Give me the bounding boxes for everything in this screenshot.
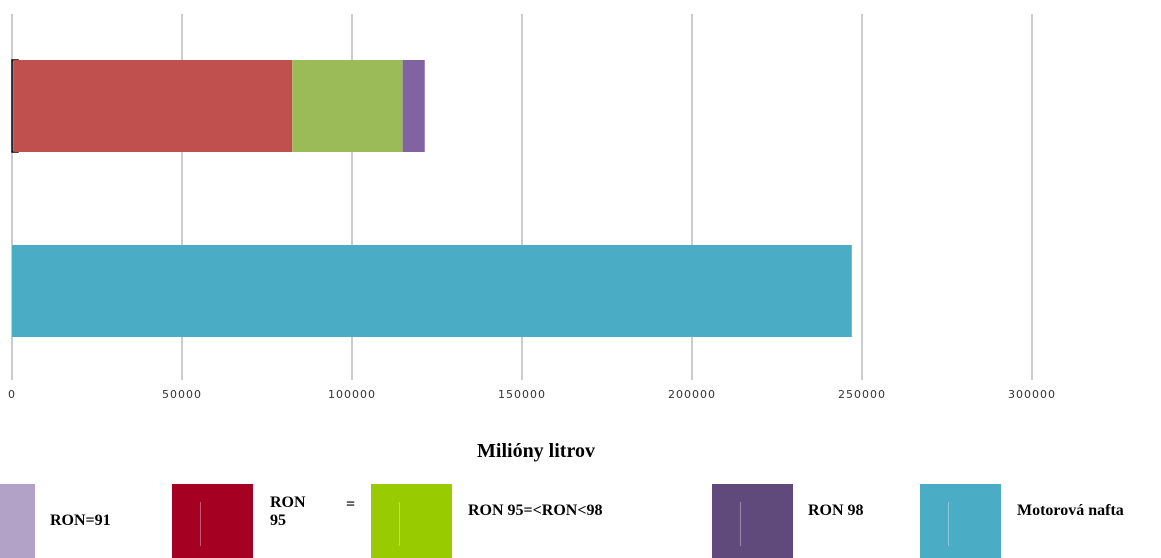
legend-label-ron95-line2: 95 [270, 512, 286, 529]
bar-segment [12, 245, 852, 337]
x-tick-label: 50000 [162, 388, 202, 401]
legend-label-ron98: RON 98 [808, 502, 864, 519]
chart-plot: 0 50000 100000 150000 200000 250000 300000 [8, 14, 1056, 401]
x-tick-label: 200000 [668, 388, 716, 401]
legend-label-ron95-98: RON 95=<RON<98 [468, 502, 603, 519]
legend-label-ron95-extra: = [346, 496, 356, 513]
legend-label-nafta: Motorová nafta [1017, 502, 1124, 519]
legend-swatch-ron95 [172, 484, 253, 558]
legend-label-ron95-line1: RON [270, 494, 306, 511]
x-tick-label: 300000 [1008, 388, 1056, 401]
x-tick-label: 100000 [328, 388, 376, 401]
legend-swatch-ron91 [0, 484, 35, 558]
bar-segment [292, 60, 403, 152]
bar-segment [13, 60, 293, 152]
x-axis-label: Milióny litrov [477, 440, 595, 462]
legend: RON=91 RON 95 = RON 95=<RON<98 RON 98 Mo… [0, 484, 1161, 558]
x-tick-label: 250000 [838, 388, 886, 401]
x-tick-labels: 0 50000 100000 150000 200000 250000 300000 [8, 388, 1056, 401]
legend-swatch-ron95-98 [371, 484, 452, 558]
x-tick-label: 150000 [498, 388, 546, 401]
legend-label-ron91: RON=91 [50, 512, 111, 529]
x-tick-label: 0 [8, 388, 16, 401]
bars [11, 59, 852, 337]
legend-swatch-ron98 [712, 484, 793, 558]
bar-segment [402, 60, 425, 152]
legend-swatch-nafta [920, 484, 1001, 558]
